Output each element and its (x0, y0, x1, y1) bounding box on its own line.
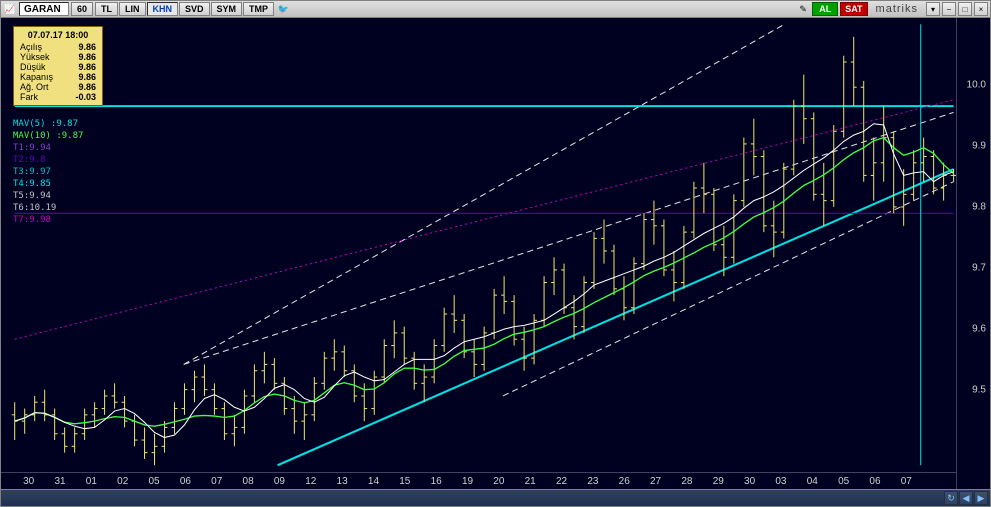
period-button[interactable]: 60 (71, 2, 93, 16)
minimize-button[interactable]: − (942, 2, 956, 16)
x-tick-label: 07 (211, 476, 222, 487)
x-tick-label: 03 (775, 476, 786, 487)
x-tick-label: 07 (901, 476, 912, 487)
chart-area[interactable]: 07.07.17 18:00 Açılış9.86Yüksek9.86Düşük… (1, 18, 990, 489)
x-tick-label: 20 (493, 476, 504, 487)
ohlc-value: 9.86 (78, 62, 96, 72)
buy-button[interactable]: AL (812, 2, 838, 16)
indicator-label: MAV(5) :9.87 (13, 118, 83, 130)
y-tick-label: 9.7 (972, 263, 986, 274)
statusbar: ↻ ◀ ▶ (1, 489, 990, 506)
next-button[interactable]: ▶ (974, 491, 988, 505)
x-tick-label: 06 (869, 476, 880, 487)
x-tick-label: 26 (619, 476, 630, 487)
x-tick-label: 23 (587, 476, 598, 487)
x-tick-label: 16 (431, 476, 442, 487)
nav-buttons: ↻ ◀ ▶ (944, 491, 988, 505)
ohlc-value: 9.86 (78, 52, 96, 62)
ohlc-value: 9.86 (78, 72, 96, 82)
x-tick-label: 22 (556, 476, 567, 487)
ohlc-value: -0.03 (75, 92, 96, 102)
sell-button[interactable]: SAT (840, 2, 867, 16)
x-tick-label: 05 (838, 476, 849, 487)
x-tick-label: 05 (148, 476, 159, 487)
x-tick-label: 09 (274, 476, 285, 487)
toolbar-btn-tmp[interactable]: TMP (243, 2, 274, 16)
x-tick-label: 29 (713, 476, 724, 487)
x-tick-label: 31 (54, 476, 65, 487)
ohlc-label: Fark (20, 92, 38, 102)
maximize-button[interactable]: □ (958, 2, 972, 16)
chart-window: 📈 GARAN 60 TLLINKHNSVDSYMTMP 🐦 ✎ AL SAT … (0, 0, 991, 507)
ohlc-datetime: 07.07.17 18:00 (20, 30, 96, 40)
ohlc-label: Düşük (20, 62, 46, 72)
app-icon: 📈 (3, 2, 17, 16)
y-tick-label: 9.5 (972, 385, 986, 396)
x-tick-label: 21 (525, 476, 536, 487)
y-tick-label: 9.6 (972, 324, 986, 335)
ohlc-row: Ağ. Ort 9.86 (20, 82, 96, 92)
x-tick-label: 19 (462, 476, 473, 487)
ohlc-row: Düşük 9.86 (20, 62, 96, 72)
toolbar-btn-lin[interactable]: LIN (119, 2, 146, 16)
y-tick-label: 10.0 (967, 80, 986, 91)
y-axis: 9.5 9.6 9.7 9.8 9.9 10.0 (956, 18, 990, 489)
titlebar: 📈 GARAN 60 TLLINKHNSVDSYMTMP 🐦 ✎ AL SAT … (1, 1, 990, 18)
close-button[interactable]: × (974, 2, 988, 16)
indicator-label: T4:9.85 (13, 178, 83, 190)
toolbar-btn-khn[interactable]: KHN (147, 2, 179, 16)
x-tick-label: 30 (744, 476, 755, 487)
indicator-label: MAV(10) :9.87 (13, 130, 83, 142)
indicator-label: T5:9.94 (13, 190, 83, 202)
ohlc-info-box: 07.07.17 18:00 Açılış9.86Yüksek9.86Düşük… (13, 26, 103, 106)
ohlc-row: Açılış 9.86 (20, 42, 96, 52)
ohlc-row: Kapanış 9.86 (20, 72, 96, 82)
titlebar-left: 📈 GARAN 60 TLLINKHNSVDSYMTMP 🐦 (1, 2, 290, 16)
ohlc-label: Kapanış (20, 72, 53, 82)
ohlc-row: Yüksek 9.86 (20, 52, 96, 62)
indicator-label: T2:9.8 (13, 154, 83, 166)
indicator-label: T1:9.94 (13, 142, 83, 154)
brand-label: matriks (870, 3, 924, 15)
twitter-icon[interactable]: 🐦 (276, 2, 290, 16)
toolbar-btn-tl[interactable]: TL (95, 2, 118, 16)
x-tick-label: 28 (681, 476, 692, 487)
ticker-symbol[interactable]: GARAN (19, 2, 69, 16)
ohlc-row: Fark -0.03 (20, 92, 96, 102)
x-tick-label: 14 (368, 476, 379, 487)
x-tick-label: 15 (399, 476, 410, 487)
indicator-label: T6:10.19 (13, 202, 83, 214)
prev-button[interactable]: ◀ (959, 491, 973, 505)
x-tick-label: 04 (807, 476, 818, 487)
dropdown-button[interactable]: ▾ (926, 2, 940, 16)
x-tick-label: 08 (243, 476, 254, 487)
indicator-list: MAV(5) :9.87MAV(10) :9.87T1:9.94T2:9.8T3… (13, 118, 83, 226)
x-axis: 30 31 01 02 05 06 07 08 09 12 13 14 15 16 19 20 21 22 23 26… (1, 472, 956, 489)
pencil-icon[interactable]: ✎ (796, 2, 810, 16)
x-tick-label: 02 (117, 476, 128, 487)
indicator-label: T3:9.97 (13, 166, 83, 178)
x-tick-label: 01 (86, 476, 97, 487)
ohlc-label: Ağ. Ort (20, 82, 49, 92)
ohlc-value: 9.86 (78, 82, 96, 92)
x-tick-label: 13 (337, 476, 348, 487)
y-tick-label: 9.8 (972, 202, 986, 213)
toolbar-btn-sym[interactable]: SYM (211, 2, 243, 16)
price-chart[interactable] (1, 18, 990, 489)
x-tick-label: 27 (650, 476, 661, 487)
toolbar-btn-svd[interactable]: SVD (179, 2, 210, 16)
x-tick-label: 30 (23, 476, 34, 487)
indicator-label: T7:9.98 (13, 214, 83, 226)
ohlc-label: Açılış (20, 42, 42, 52)
y-tick-label: 9.9 (972, 141, 986, 152)
ohlc-label: Yüksek (20, 52, 50, 62)
x-tick-label: 12 (305, 476, 316, 487)
ohlc-value: 9.86 (78, 42, 96, 52)
titlebar-right: ✎ AL SAT matriks ▾ − □ × (796, 2, 988, 16)
x-tick-label: 06 (180, 476, 191, 487)
refresh-button[interactable]: ↻ (944, 491, 958, 505)
